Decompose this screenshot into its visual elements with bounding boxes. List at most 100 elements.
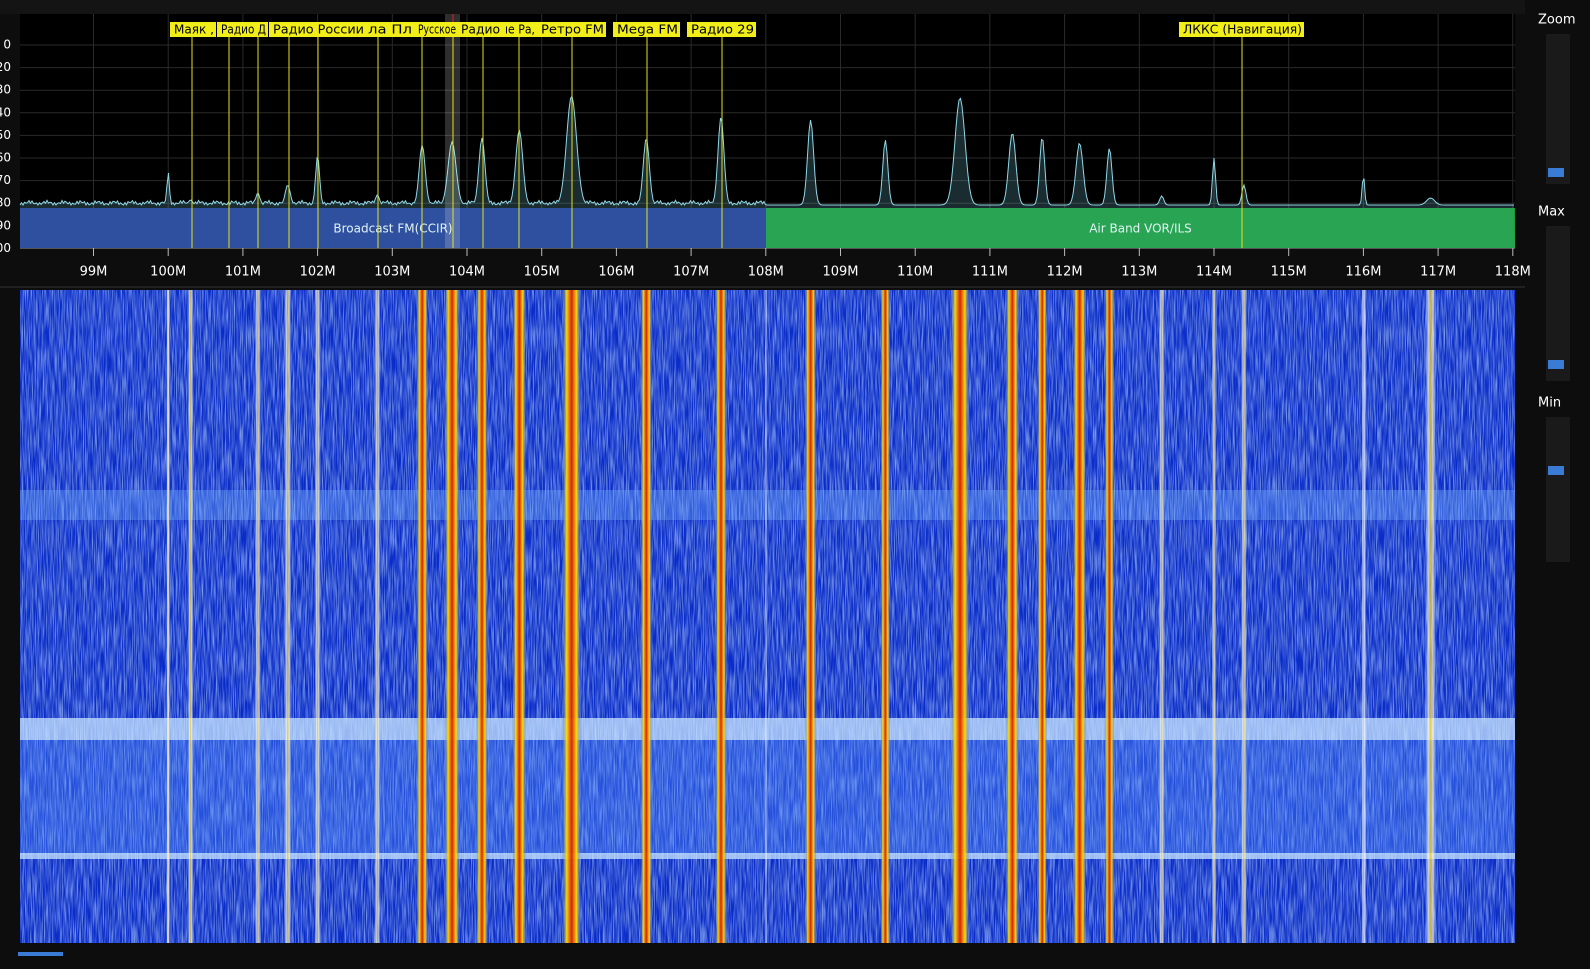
wf-signal — [1005, 290, 1020, 943]
wf-signal — [416, 290, 429, 943]
bookmark-label: Mega FM — [617, 23, 678, 37]
slider-handle[interactable] — [1548, 360, 1564, 369]
bookmark-label: Радио — [461, 23, 500, 37]
band — [766, 208, 1515, 248]
x-tick-label: 105M — [524, 265, 560, 280]
bookmark-box — [217, 22, 268, 37]
wf-signal — [1240, 290, 1247, 943]
wf-signal — [950, 290, 971, 943]
wf-signal — [804, 290, 817, 943]
waterfall — [20, 290, 1515, 943]
bookmark-label: Русское — [418, 23, 456, 37]
y-tick-label: 70 — [0, 173, 11, 187]
wf-signal — [283, 290, 292, 943]
wf-signal — [1158, 290, 1165, 943]
x-tick-label: 111M — [972, 265, 1008, 280]
band-label: Broadcast FM(CCIR) — [333, 222, 452, 236]
x-tick-label: 101M — [225, 265, 261, 280]
wf-burst — [20, 718, 1515, 740]
band-label: Air Band VOR/ILS — [1089, 222, 1192, 236]
bookmark-label: Радио России — [273, 23, 364, 37]
x-tick-label: 116M — [1345, 265, 1381, 280]
wf-signal — [1211, 290, 1217, 943]
slider-handle[interactable] — [1548, 168, 1564, 177]
bookmark-box — [1179, 22, 1304, 37]
wf-burst — [20, 853, 1515, 859]
wf-signal — [314, 290, 321, 943]
x-tick-label: 108M — [748, 265, 784, 280]
bookmark-box — [687, 22, 756, 37]
waterfall-noise — [20, 290, 1515, 943]
y-tick-label: 90 — [0, 218, 11, 232]
wf-signal — [512, 290, 527, 943]
bookmark-box — [457, 22, 502, 37]
wf-signal — [1072, 290, 1087, 943]
x-tick-label: 112M — [1047, 265, 1083, 280]
y-tick-label: 50 — [0, 128, 11, 142]
bookmark-label: Маяк , — [174, 23, 214, 37]
slider-track — [1546, 417, 1570, 562]
x-tick-label: 118M — [1495, 265, 1531, 280]
spectrum-fill — [20, 96, 1515, 249]
wf-band — [20, 740, 1515, 855]
slider-track — [1546, 226, 1570, 381]
x-tick-label: 100M — [150, 265, 186, 280]
sidebar: Zoom Max Min — [1538, 13, 1575, 562]
wf-signal — [1037, 290, 1048, 943]
bookmark-box — [414, 22, 458, 37]
bookmark-box — [537, 22, 606, 37]
wf-signal — [254, 290, 261, 943]
bookmark-label: Радио 29 — [691, 23, 754, 37]
slider-track — [1546, 34, 1570, 184]
x-tick-label: 99M — [80, 265, 108, 280]
y-tick-label: 60 — [0, 151, 11, 165]
scroll-indicator — [18, 952, 63, 956]
x-tick-label: 103M — [374, 265, 410, 280]
x-tick-label: 106M — [598, 265, 634, 280]
wf-signal — [880, 290, 891, 943]
band — [20, 208, 766, 248]
frequency-axis: 99M 100M 101M 102M 103M 104M 105M 106M 107M 108M 1… — [80, 248, 1531, 280]
wf-signal — [187, 290, 194, 943]
wf-signal — [475, 290, 488, 943]
x-tick-label: 102M — [300, 265, 336, 280]
bookmark-label: Радио Д — [221, 23, 266, 37]
wf-signal — [561, 290, 582, 943]
bookmark-label: Ретро FM — [541, 23, 604, 37]
bookmarks: Маяк , Радио Д Радио России ла Пл Русское Рад… — [170, 22, 1304, 248]
wf-band — [20, 490, 1515, 520]
bookmark-box — [501, 22, 537, 37]
bookmark-box — [364, 22, 414, 37]
x-tick-label: 114M — [1196, 265, 1232, 280]
x-tick-label: 110M — [897, 265, 933, 280]
x-tick-label: 107M — [673, 265, 709, 280]
spectrum-trace — [19, 95, 1514, 207]
wf-signal — [640, 290, 653, 943]
x-tick-label: 109M — [822, 265, 858, 280]
wf-signal — [1104, 290, 1115, 943]
slider-handle[interactable] — [1548, 466, 1564, 475]
y-tick-label: 20 — [0, 60, 11, 74]
wf-signal — [714, 290, 727, 943]
bookmark-label: ıе Ра, — [505, 23, 535, 37]
y-tick-label: 30 — [0, 83, 11, 97]
wf-signal — [1361, 290, 1366, 943]
toolbar-strip — [0, 0, 1525, 14]
y-tick-label: 00 — [0, 241, 11, 255]
bookmark-box — [170, 22, 216, 37]
wf-signal — [1424, 290, 1437, 943]
y-tick-label: 80 — [0, 196, 11, 210]
bookmark-box — [613, 22, 680, 37]
x-tick-label: 117M — [1420, 265, 1456, 280]
bookmark-box — [269, 22, 366, 37]
bookmark-label: ЛККС (Навигация) — [1183, 23, 1302, 37]
y-tick-label: 0 — [3, 38, 11, 52]
sidebar-label: Zoom — [1538, 13, 1575, 28]
band-plan: Broadcast FM(CCIR) Air Band VOR/ILS — [20, 208, 1515, 248]
y-tick-label: 40 — [0, 105, 11, 119]
wf-signal — [444, 290, 461, 943]
wf-signal — [374, 290, 381, 943]
x-tick-label: 104M — [449, 265, 485, 280]
